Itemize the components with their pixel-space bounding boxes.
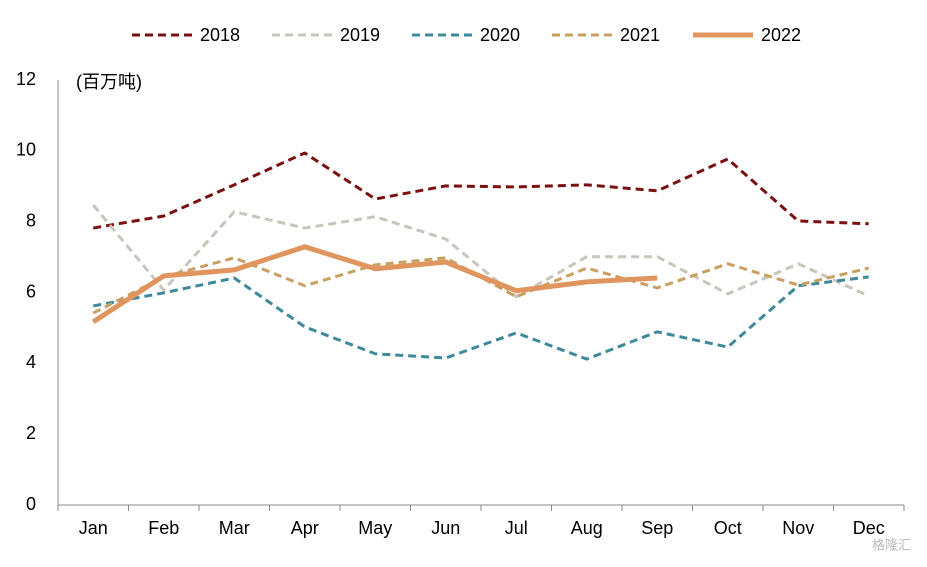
y-tick-label: 6: [26, 281, 36, 301]
series-line: [91, 244, 658, 324]
x-tick-label: Apr: [291, 518, 319, 538]
x-tick-label: Nov: [782, 518, 814, 538]
x-tick-label: Sep: [641, 518, 673, 538]
y-tick-label: 8: [26, 210, 36, 230]
x-tick-label: Jun: [431, 518, 460, 538]
x-tick-label: Jan: [79, 518, 108, 538]
y-tick-label: 0: [26, 494, 36, 514]
legend-label: 2020: [480, 25, 520, 45]
y-tick-label: 10: [16, 140, 36, 160]
x-tick-label: Oct: [714, 518, 742, 538]
x-tick-label: Jul: [505, 518, 528, 538]
watermark: 格隆汇: [872, 537, 911, 552]
unit-annotation: (百万吨): [76, 72, 142, 92]
legend-label: 2019: [340, 25, 380, 45]
x-tick-label: May: [358, 518, 392, 538]
legend-label: 2018: [200, 25, 240, 45]
y-tick-label: 4: [26, 352, 36, 372]
legend-label: 2022: [761, 25, 801, 45]
series-line: [92, 275, 869, 361]
x-tick-label: Feb: [148, 518, 179, 538]
series-line: [92, 204, 870, 299]
y-tick-label: 12: [16, 69, 36, 89]
y-tick-label: 2: [26, 423, 36, 443]
series-line: [92, 151, 869, 230]
series-line: [92, 256, 870, 315]
x-tick-label: Mar: [219, 518, 250, 538]
x-tick-label: Dec: [853, 518, 885, 538]
x-tick-label: Aug: [571, 518, 603, 538]
legend-label: 2021: [620, 25, 660, 45]
